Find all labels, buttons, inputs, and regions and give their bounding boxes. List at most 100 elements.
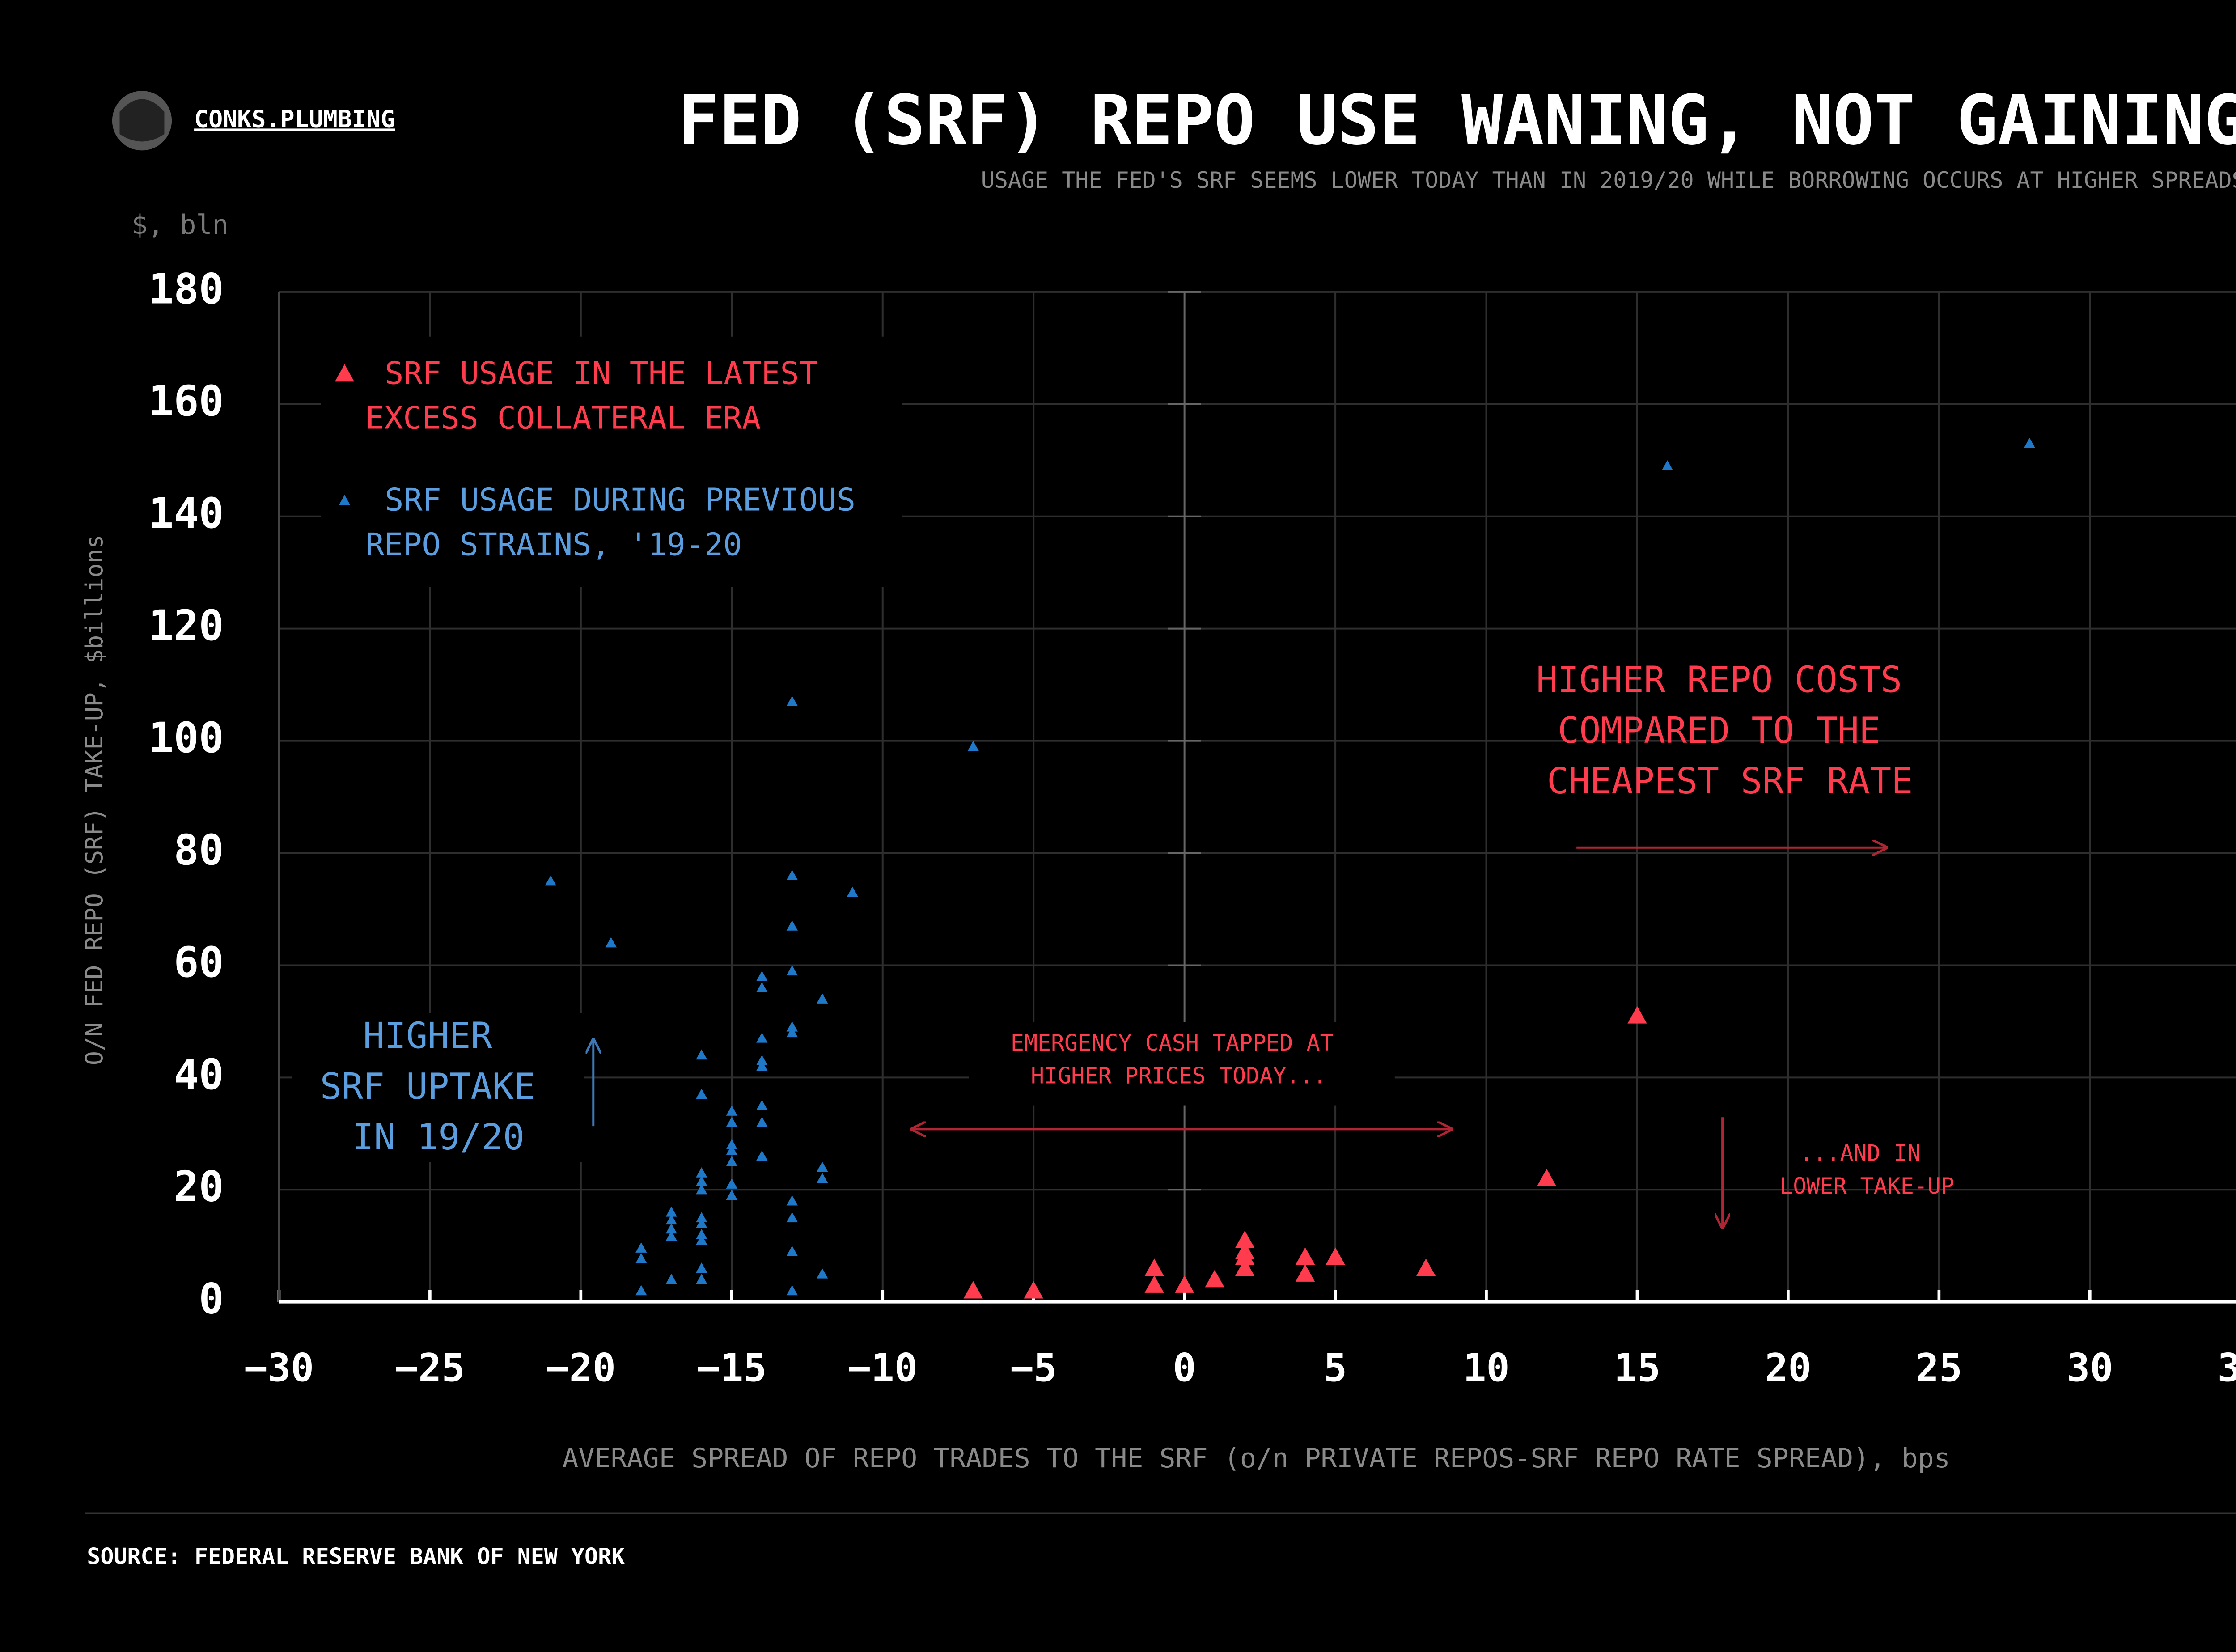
data-point [817, 1161, 828, 1172]
x-tick-label: 15 [1614, 1346, 1660, 1390]
legend-label: SRF USAGE DURING PREVIOUS REPO STRAINS, … [365, 482, 874, 563]
data-point [1295, 1247, 1315, 1265]
annotation-line: HIGHER [363, 1015, 493, 1057]
data-point [665, 1230, 677, 1241]
data-point [1661, 460, 1673, 470]
data-point [726, 1144, 737, 1155]
data-point [756, 970, 768, 981]
data-point [786, 920, 798, 931]
x-tick-label: 35 [2218, 1346, 2236, 1390]
x-tick-label: −20 [546, 1346, 616, 1390]
data-point [786, 1027, 798, 1038]
data-point [635, 1242, 647, 1253]
data-point [967, 741, 979, 751]
chart-title: FED (SRF) REPO USE WANING, NOT GAINING [678, 81, 2236, 161]
y-tick-label: 20 [174, 1162, 224, 1211]
data-point [665, 1214, 677, 1225]
annotation: EMERGENCY CASH TAPPED AT HIGHER PRICES T… [1011, 1029, 1347, 1088]
annotation-line: EMERGENCY CASH TAPPED AT [1011, 1029, 1334, 1055]
x-tick-label: 5 [1324, 1346, 1347, 1390]
data-point [786, 696, 798, 706]
data-point [665, 1223, 677, 1234]
data-point [696, 1217, 707, 1228]
data-point [1174, 1275, 1194, 1293]
legend-marker [335, 364, 355, 382]
y-tick-label: 0 [199, 1275, 224, 1323]
data-point [726, 1178, 737, 1189]
x-tick-label: 25 [1916, 1346, 1962, 1390]
annotation-line: CHEAPEST SRF RATE [1547, 760, 1913, 802]
data-point [545, 875, 557, 886]
annotation: HIGHER REPO COSTS COMPARED TO THE CHEAPE… [1536, 659, 1923, 802]
data-point [817, 993, 828, 1004]
data-point [696, 1089, 707, 1099]
data-point [696, 1229, 707, 1239]
data-point [696, 1212, 707, 1223]
x-tick-label: −25 [395, 1346, 465, 1390]
data-point [786, 1212, 798, 1223]
data-point [726, 1117, 737, 1127]
x-tick-label: 30 [2067, 1346, 2113, 1390]
data-point [726, 1105, 737, 1116]
data-point [726, 1139, 737, 1150]
data-point [1205, 1270, 1224, 1288]
data-point [635, 1253, 647, 1263]
data-point [847, 886, 858, 897]
x-tick-label: 20 [1765, 1346, 1811, 1390]
x-tick-label: −10 [848, 1346, 918, 1390]
legend: SRF USAGE IN THE LATEST EXCESS COLLATERA… [335, 355, 874, 563]
x-axis-label: AVERAGE SPREAD OF REPO TRADES TO THE SRF… [562, 1443, 1950, 1474]
legend-label-line: SRF USAGE DURING PREVIOUS [385, 482, 874, 518]
y-tick-label: 180 [148, 264, 224, 313]
data-point [696, 1175, 707, 1186]
y-tick-label: 40 [174, 1050, 224, 1099]
data-point [665, 1274, 677, 1284]
data-point [817, 1268, 828, 1279]
data-point [696, 1262, 707, 1273]
legend-label-line: REPO STRAINS, '19-20 [365, 526, 742, 563]
data-point [1295, 1264, 1315, 1282]
brand[interactable]: CONKS.PLUMBING [194, 105, 395, 133]
data-point [786, 1285, 798, 1296]
annotation-line: COMPARED TO THE [1558, 710, 1880, 751]
data-point [635, 1285, 647, 1296]
data-point [2024, 437, 2035, 448]
data-point [963, 1281, 983, 1299]
data-point [786, 1021, 798, 1032]
annotation-box [292, 1013, 584, 1162]
legend-label-line: EXCESS COLLATERAL ERA [365, 400, 761, 436]
data-point [726, 1190, 737, 1200]
data-point [696, 1167, 707, 1178]
x-tick-label: −30 [244, 1346, 314, 1390]
annotation-box [969, 1022, 1395, 1106]
y-tick-label: 160 [148, 377, 224, 425]
data-point [1144, 1258, 1164, 1276]
legend-marker [339, 495, 351, 505]
data-point [756, 1060, 768, 1071]
data-point [786, 1195, 798, 1206]
data-point [1024, 1281, 1043, 1299]
data-point [696, 1274, 707, 1284]
data-point [756, 1150, 768, 1161]
y-tick-label: 60 [174, 938, 224, 987]
annotation-line: LOWER TAKE-UP [1779, 1173, 1954, 1199]
data-point [1537, 1169, 1557, 1186]
y-tick-label: 100 [148, 713, 224, 762]
data-point [1326, 1247, 1345, 1265]
data-point [726, 1156, 737, 1166]
data-point [786, 965, 798, 976]
data-point [696, 1184, 707, 1195]
annotation-line: HIGHER REPO COSTS [1536, 659, 1902, 701]
source: SOURCE: FEDERAL RESERVE BANK OF NEW YORK [87, 1544, 625, 1570]
y-axis-label: O/N FED REPO (SRF) TAKE-UP, $billions [80, 534, 108, 1065]
plot-area [545, 437, 2035, 1299]
data-point [1235, 1230, 1255, 1248]
data-point [696, 1049, 707, 1060]
data-point [756, 1100, 768, 1110]
data-point [1144, 1275, 1164, 1293]
legend-box [321, 336, 902, 587]
data-point [756, 982, 768, 992]
x-tick-label: −15 [697, 1346, 767, 1390]
